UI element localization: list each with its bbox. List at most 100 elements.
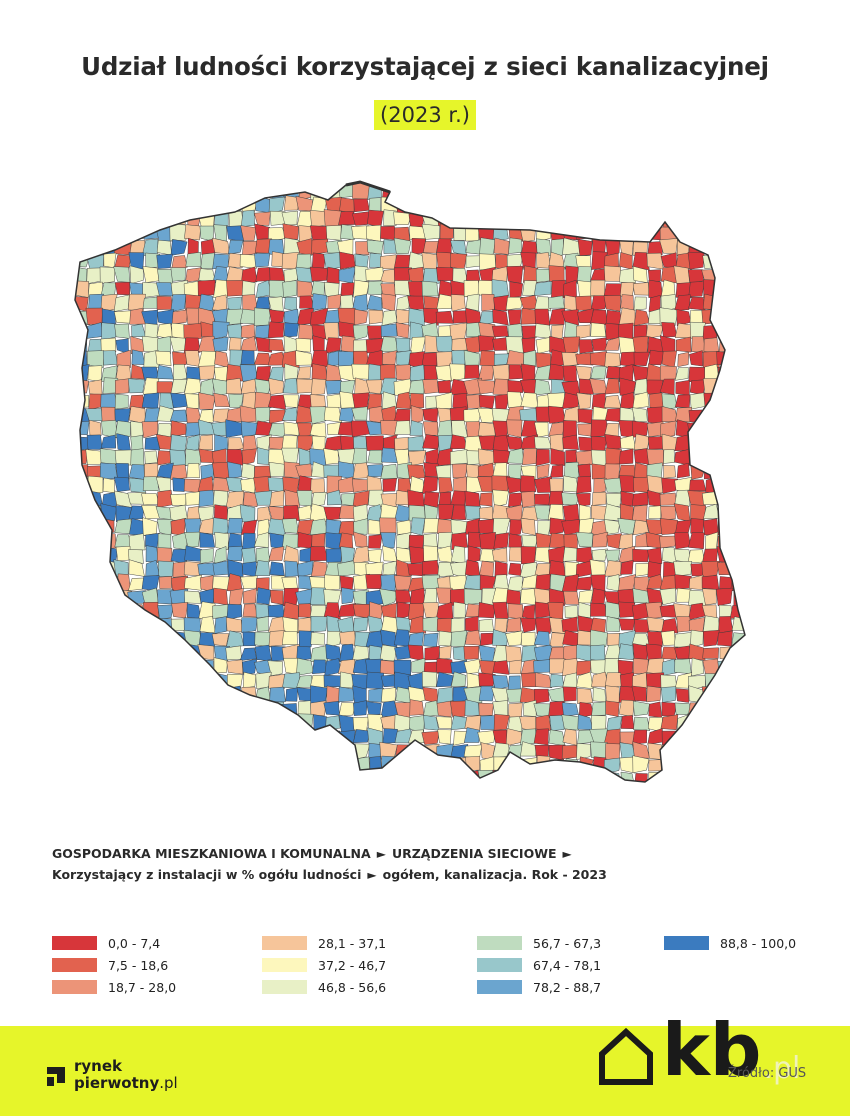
legend-item: 56,7 - 67,3 bbox=[477, 935, 601, 951]
municipality-region bbox=[449, 322, 468, 340]
municipality-region bbox=[590, 279, 606, 297]
municipality-region bbox=[282, 773, 300, 782]
municipality-region bbox=[324, 574, 341, 591]
municipality-region bbox=[366, 671, 384, 690]
municipality-region bbox=[116, 349, 131, 368]
municipality-region bbox=[523, 349, 536, 369]
municipality-region bbox=[227, 437, 245, 452]
municipality-region bbox=[590, 436, 608, 453]
municipality-region bbox=[157, 335, 172, 355]
municipality-region bbox=[663, 449, 675, 464]
municipality-region bbox=[86, 629, 103, 646]
municipality-region bbox=[463, 770, 481, 782]
kb-logo[interactable]: kb .pl bbox=[596, 1014, 800, 1086]
municipality-region bbox=[463, 658, 483, 674]
municipality-region bbox=[660, 784, 675, 801]
municipality-region bbox=[509, 659, 522, 675]
municipality-region bbox=[184, 716, 200, 732]
municipality-region bbox=[130, 182, 145, 184]
municipality-region bbox=[158, 576, 173, 589]
municipality-region bbox=[75, 293, 76, 311]
municipality-region bbox=[435, 365, 452, 383]
municipality-region bbox=[309, 266, 328, 282]
municipality-region bbox=[575, 365, 592, 381]
municipality-region bbox=[171, 741, 189, 759]
municipality-region bbox=[716, 730, 733, 745]
municipality-region bbox=[576, 324, 591, 340]
rynekpierwotny-logo[interactable]: rynek pierwotny.pl bbox=[44, 1058, 178, 1092]
municipality-region bbox=[605, 549, 620, 564]
municipality-region bbox=[533, 659, 552, 674]
legend-swatch bbox=[477, 958, 522, 972]
municipality-region bbox=[648, 505, 662, 519]
municipality-region bbox=[423, 700, 440, 718]
municipality-region bbox=[676, 182, 691, 199]
municipality-region bbox=[199, 588, 216, 604]
municipality-region bbox=[86, 602, 105, 621]
municipality-region bbox=[578, 602, 592, 618]
municipality-region bbox=[605, 309, 622, 325]
municipality-region bbox=[465, 517, 481, 535]
rynekpierwotny-line2: pierwotny bbox=[74, 1074, 160, 1092]
municipality-region bbox=[86, 184, 102, 199]
municipality-region bbox=[646, 587, 664, 606]
municipality-region bbox=[338, 756, 356, 775]
municipality-region bbox=[226, 798, 242, 810]
municipality-region bbox=[297, 617, 313, 633]
municipality-region bbox=[494, 618, 508, 633]
municipality-region bbox=[521, 773, 537, 782]
municipality-region bbox=[509, 759, 523, 771]
municipality-region bbox=[240, 801, 255, 810]
municipality-region bbox=[691, 336, 706, 353]
municipality-region bbox=[379, 588, 399, 607]
municipality-region bbox=[743, 182, 745, 200]
municipality-region bbox=[547, 405, 566, 424]
municipality-region bbox=[75, 645, 76, 662]
municipality-region bbox=[661, 393, 678, 411]
municipality-region bbox=[632, 729, 647, 745]
municipality-region bbox=[254, 182, 272, 185]
municipality-region bbox=[141, 182, 161, 198]
municipality-region bbox=[450, 252, 468, 270]
municipality-region bbox=[744, 602, 745, 620]
municipality-region bbox=[114, 449, 132, 466]
municipality-region bbox=[156, 197, 173, 212]
municipality-region bbox=[465, 224, 480, 242]
municipality-region bbox=[534, 493, 551, 506]
page-subtitle: (2023 r.) bbox=[374, 100, 476, 130]
municipality-region bbox=[141, 392, 160, 409]
municipality-region bbox=[449, 700, 468, 718]
municipality-region bbox=[367, 449, 383, 464]
municipality-region bbox=[310, 587, 326, 605]
municipality-region bbox=[661, 646, 679, 660]
municipality-region bbox=[367, 519, 382, 535]
municipality-region bbox=[506, 435, 524, 450]
municipality-region bbox=[435, 198, 455, 211]
municipality-region bbox=[267, 741, 286, 761]
municipality-region bbox=[493, 353, 510, 366]
municipality-region bbox=[465, 615, 479, 633]
municipality-region bbox=[157, 533, 172, 550]
municipality-region bbox=[255, 769, 270, 782]
municipality-region bbox=[421, 223, 440, 240]
municipality-region bbox=[729, 224, 745, 240]
municipality-region bbox=[340, 546, 356, 564]
municipality-region bbox=[730, 657, 745, 676]
municipality-region bbox=[717, 493, 735, 506]
municipality-region bbox=[604, 408, 621, 423]
municipality-region bbox=[311, 800, 327, 810]
municipality-region bbox=[99, 225, 118, 241]
municipality-region bbox=[171, 195, 187, 214]
municipality-region bbox=[352, 729, 371, 744]
municipality-region bbox=[254, 786, 270, 800]
municipality-region bbox=[535, 617, 553, 635]
municipality-region bbox=[660, 505, 676, 521]
municipality-region bbox=[171, 531, 188, 551]
municipality-region bbox=[495, 798, 509, 810]
municipality-region bbox=[172, 730, 185, 746]
municipality-region bbox=[169, 464, 188, 481]
municipality-region bbox=[561, 182, 577, 200]
municipality-region bbox=[438, 477, 453, 494]
municipality-region bbox=[659, 307, 679, 327]
municipality-region bbox=[169, 223, 188, 242]
